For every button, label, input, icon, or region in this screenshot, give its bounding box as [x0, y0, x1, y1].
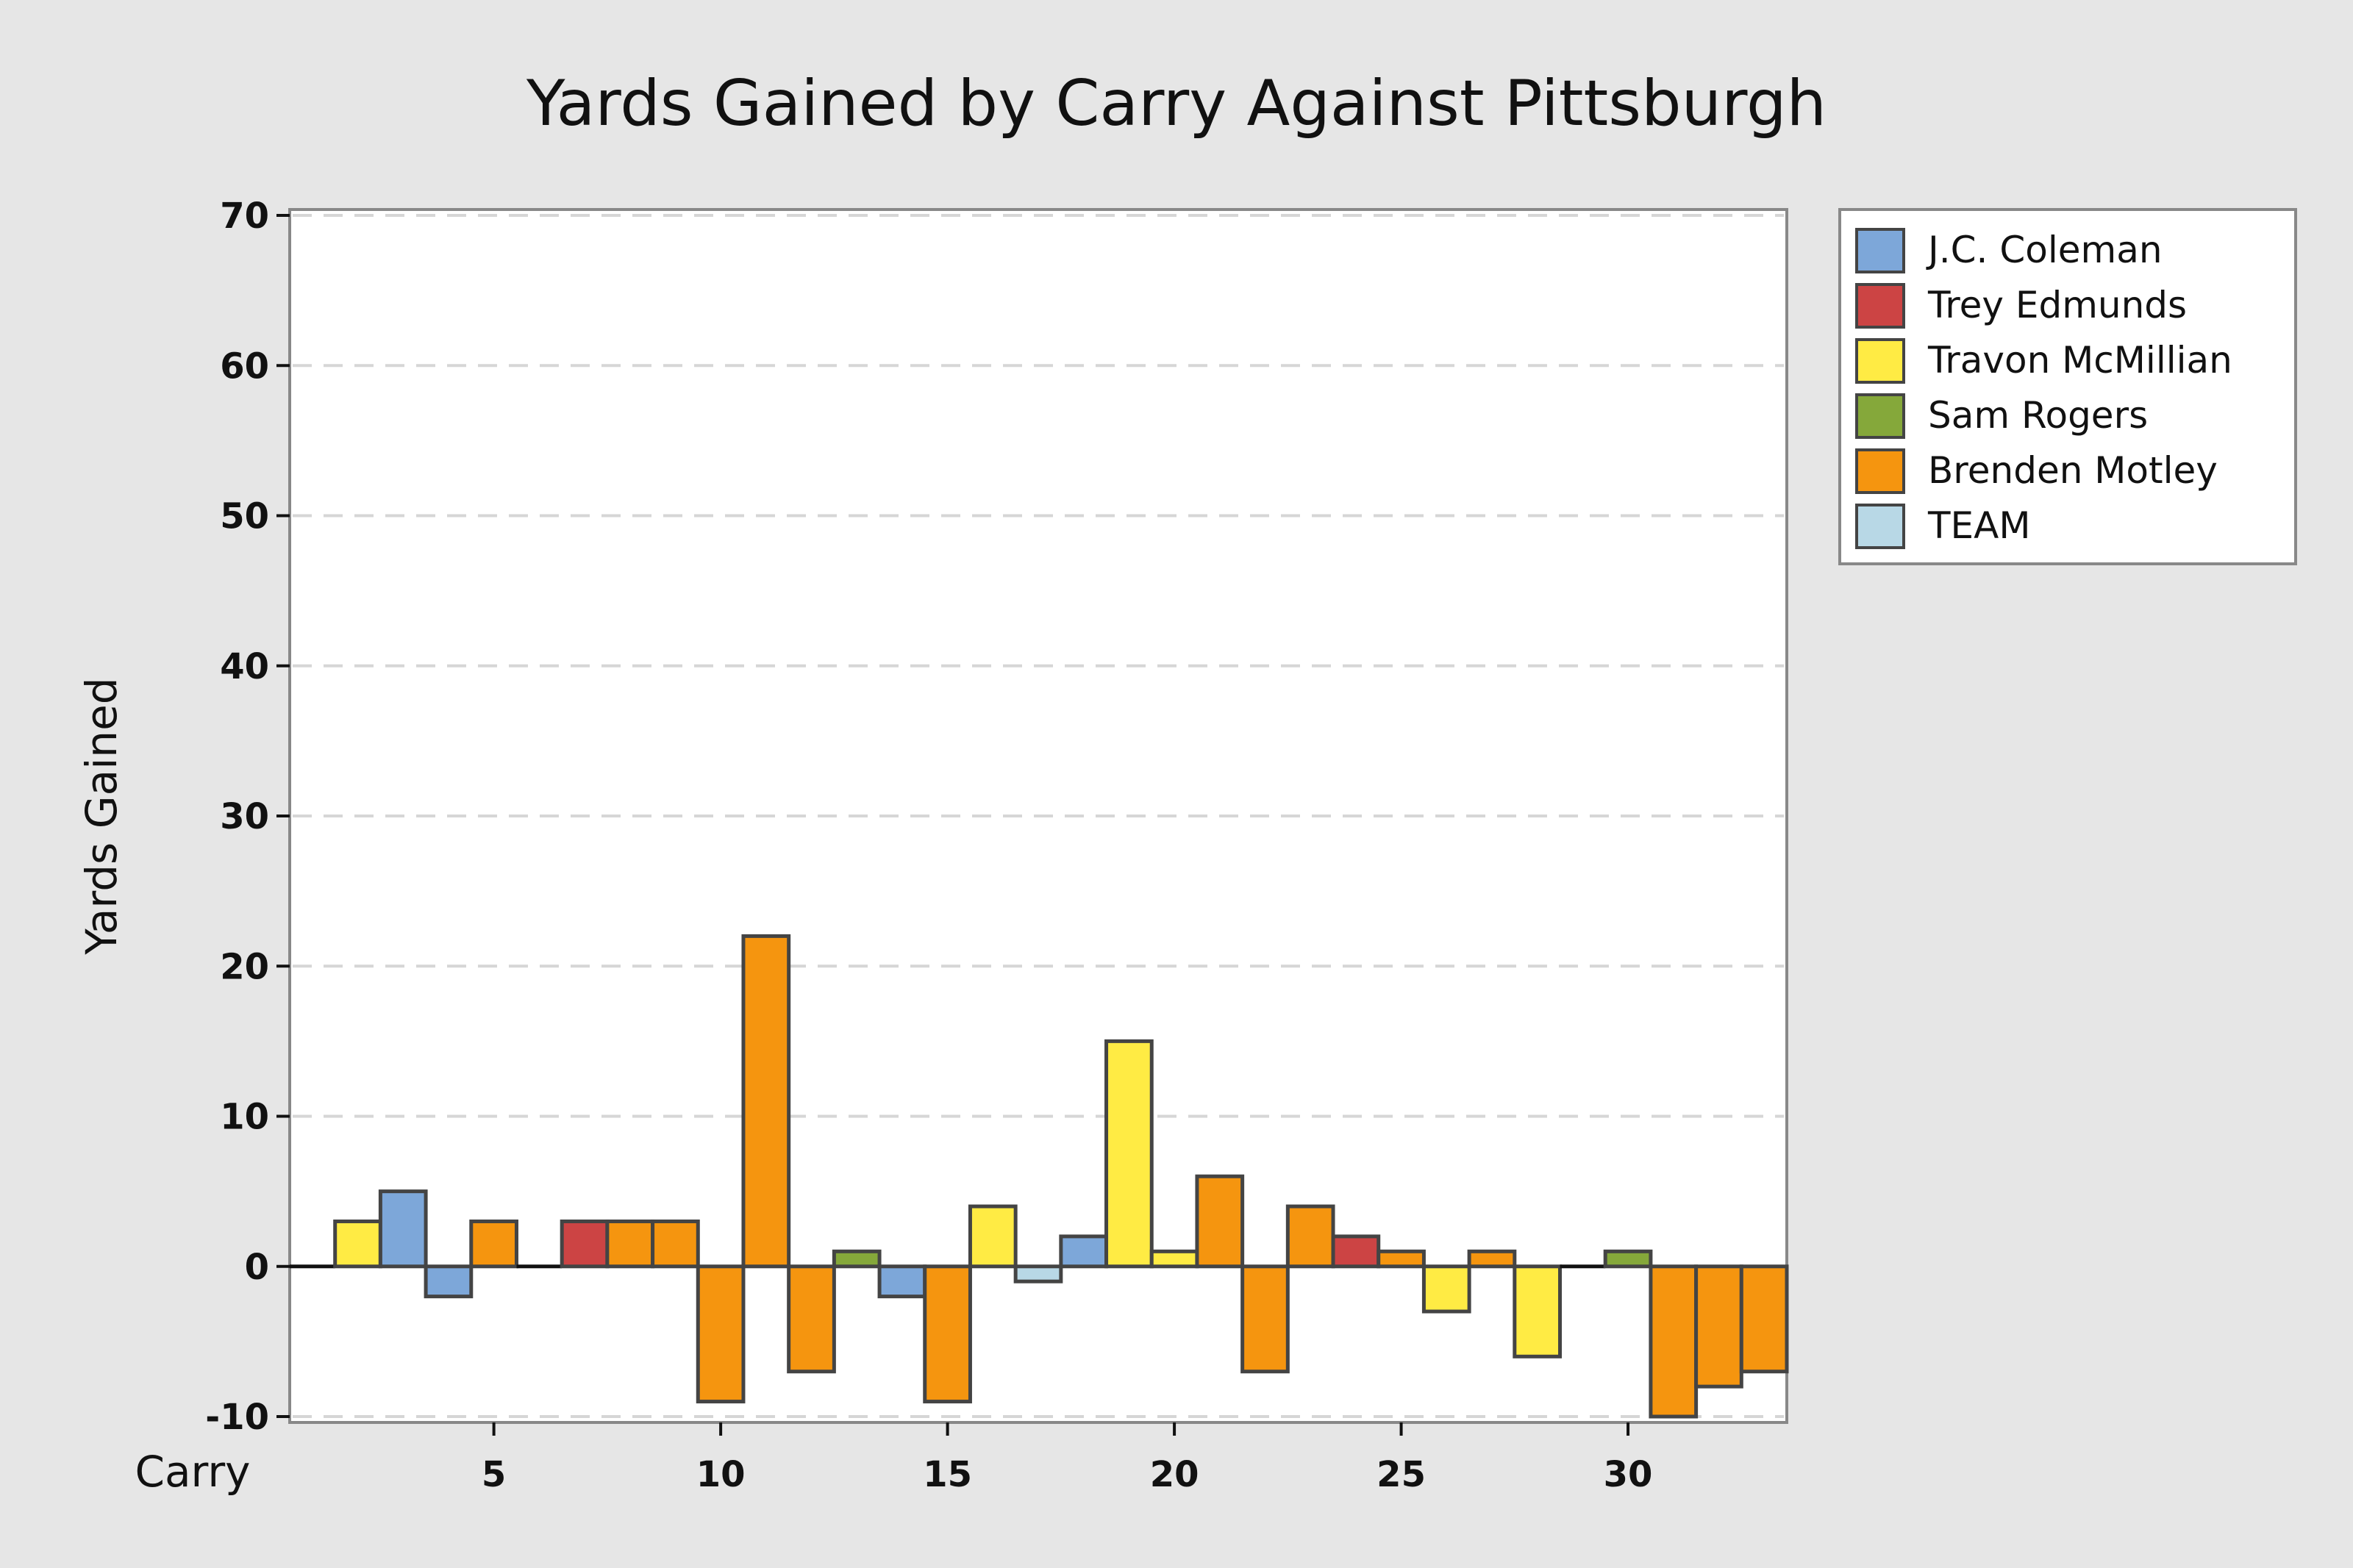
- x-axis-ticks: 5 10 15 20 25 30: [482, 1422, 1653, 1495]
- bar: [696, 1264, 746, 1404]
- y-tick-label: 20: [220, 946, 269, 987]
- bar: [1421, 1264, 1471, 1314]
- legend-swatch: [1855, 504, 1905, 549]
- chart-title: Yards Gained by Carry Against Pittsburgh: [526, 67, 1827, 140]
- y-tick-label: 30: [220, 796, 269, 837]
- bar: [1104, 1039, 1154, 1269]
- y-tick-label: 0: [245, 1247, 269, 1288]
- x-tick-label: 25: [1377, 1454, 1426, 1495]
- bar: [1377, 1249, 1426, 1269]
- y-tick-label: 70: [220, 196, 269, 237]
- bar: [1013, 1264, 1063, 1284]
- bar: [923, 1264, 972, 1404]
- bar: [1603, 1249, 1653, 1269]
- x-tick-label: 20: [1150, 1454, 1199, 1495]
- y-axis-label: Yards Gained: [76, 677, 126, 955]
- legend-label: Travon McMillian: [1927, 339, 2232, 382]
- legend-label: Sam Rogers: [1928, 394, 2148, 437]
- legend: J.C. Coleman Trey Edmunds Travon McMillian…: [1838, 208, 2297, 565]
- legend-swatch: [1855, 228, 1905, 273]
- x-axis-label: Carry: [135, 1447, 250, 1497]
- y-tick-label: 50: [220, 496, 269, 537]
- bar: [1059, 1234, 1109, 1269]
- y-tick-label: 10: [220, 1097, 269, 1138]
- bar: [741, 934, 791, 1269]
- x-tick-label: 10: [696, 1454, 746, 1495]
- y-tick-label: 60: [220, 346, 269, 387]
- bar: [605, 1219, 655, 1269]
- bar: [651, 1219, 700, 1269]
- bar: [832, 1249, 882, 1269]
- bar: [1149, 1249, 1199, 1269]
- bar: [469, 1219, 518, 1269]
- bar: [1739, 1264, 1789, 1374]
- bar: [560, 1219, 610, 1269]
- legend-label: Brenden Motley: [1928, 449, 2218, 492]
- legend-label: J.C. Coleman: [1926, 229, 2163, 271]
- legend-swatch: [1855, 338, 1905, 384]
- legend-swatch: [1855, 283, 1905, 329]
- bar: [1649, 1264, 1699, 1419]
- y-axis-ticks: -10 0 10 20 30 40 50 60 70: [205, 196, 290, 1438]
- bar: [787, 1264, 836, 1374]
- bar: [1240, 1264, 1290, 1374]
- legend-label: Trey Edmunds: [1927, 284, 2187, 326]
- bar: [1285, 1204, 1335, 1269]
- x-tick-label: 15: [923, 1454, 972, 1495]
- bar: [424, 1264, 474, 1299]
- bar: [1195, 1174, 1245, 1269]
- bar: [333, 1219, 382, 1269]
- y-tick-label: 40: [220, 646, 269, 687]
- bar: [1331, 1234, 1381, 1269]
- legend-label: TEAM: [1927, 504, 2030, 547]
- bar: [378, 1189, 428, 1269]
- legend-swatch: [1855, 393, 1905, 439]
- bar: [1694, 1264, 1743, 1389]
- bar: [877, 1264, 927, 1299]
- bar: [968, 1204, 1018, 1269]
- legend-swatch: [1855, 448, 1905, 494]
- x-tick-label: 5: [482, 1454, 506, 1495]
- bar: [1513, 1264, 1563, 1358]
- x-tick-label: 30: [1604, 1454, 1653, 1495]
- bar: [1467, 1249, 1517, 1269]
- legend-box: [1838, 208, 2297, 565]
- bars: [290, 934, 1789, 1419]
- y-tick-label: -10: [205, 1397, 269, 1438]
